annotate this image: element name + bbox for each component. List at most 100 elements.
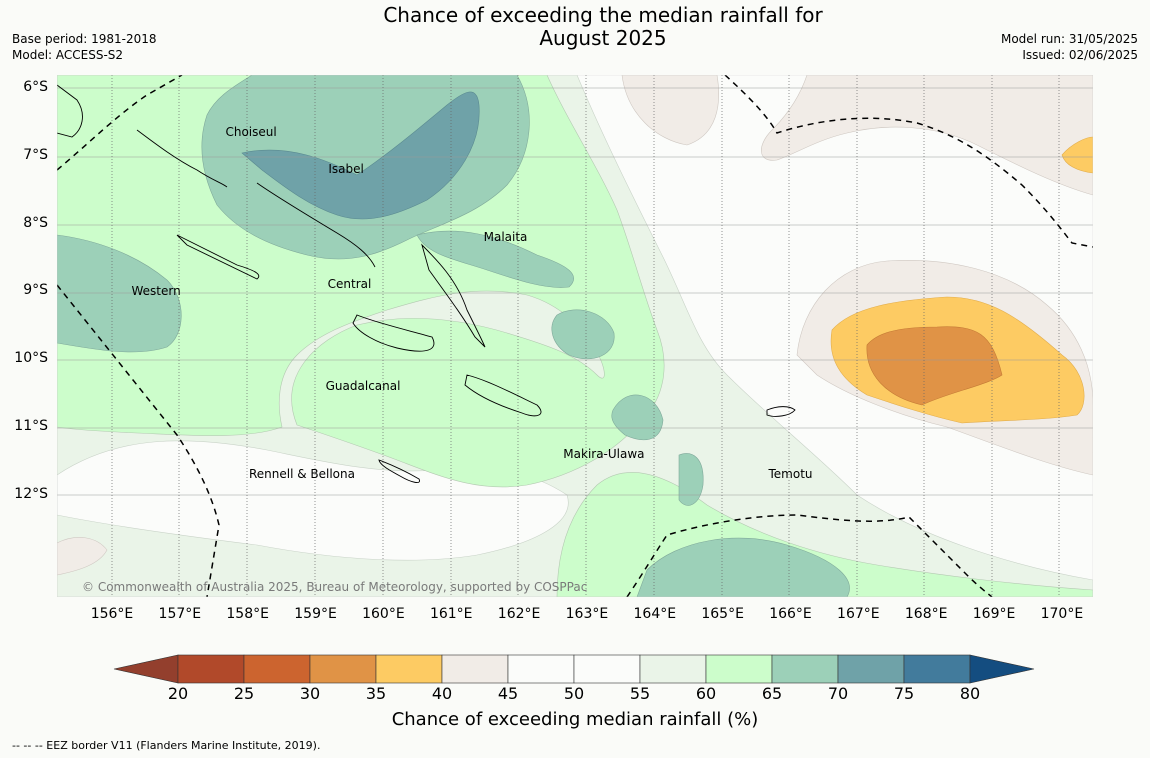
lat-tick-label: 10°S [14, 350, 48, 366]
lon-tick-label: 156°E [90, 606, 134, 622]
eez-south [626, 514, 993, 597]
colorbar-tick-label: 75 [893, 684, 915, 703]
lon-tick-label: 165°E [701, 606, 744, 622]
choiseul-island [136, 129, 228, 188]
colorbar-segment [903, 654, 971, 684]
colorbar [113, 654, 1035, 684]
colorbar-under-arrow [113, 654, 179, 684]
contour-40-45-northeast [761, 75, 1093, 196]
base-period: Base period: 1981-2018 [12, 32, 157, 46]
colorbar-title: Chance of exceeding median rainfall (%) [391, 709, 759, 730]
colorbar-segment [375, 654, 443, 684]
eez-northwest [57, 75, 183, 171]
lon-tick-label: 168°E [904, 606, 948, 622]
rennell-island [378, 459, 420, 483]
credit-text: © Commonwealth of Australia 2025, Bureau… [82, 580, 588, 594]
eez-legend-footer: -- -- -- EEZ border V11 (Flanders Marine… [12, 739, 321, 752]
colorbar-tick-label: 35 [365, 684, 387, 703]
lon-tick-label: 170°E [1040, 606, 1084, 622]
lon-tick-label: 169°E [972, 606, 1016, 622]
contour-70-75 [241, 91, 480, 220]
eez-west [57, 284, 220, 597]
issued-date: Issued: 02/06/2025 [1022, 48, 1138, 62]
rainfall-map [57, 75, 1093, 597]
lon-tick-label: 158°E [226, 606, 269, 622]
colorbar-over-arrow [969, 654, 1035, 684]
makira-island [464, 374, 542, 417]
colorbar-segment [771, 654, 839, 684]
meridians [111, 75, 1060, 597]
colorbar-tick-label: 65 [761, 684, 783, 703]
region-label-guadalcanal: Guadalcanal [325, 379, 401, 394]
region-label-choiseul: Choiseul [225, 125, 277, 140]
guadalcanal-island [352, 314, 435, 352]
lat-tick-label: 9°S [23, 282, 48, 299]
model-run: Model run: 31/05/2025 [1000, 32, 1138, 46]
new-georgia-islands [176, 234, 260, 280]
contour-65-70-blob-c [678, 453, 704, 506]
lon-tick-label: 157°E [158, 606, 202, 622]
eez-north [724, 75, 1093, 248]
lon-tick-label: 161°E [429, 606, 473, 622]
contour-65-70-south [636, 537, 850, 597]
lon-tick-label: 167°E [837, 606, 880, 622]
region-label-malaita: Malaita [483, 230, 528, 245]
lat-tick-label: 11°S [14, 417, 48, 434]
contour-65-70-blob-a [551, 309, 615, 360]
nendo-island [766, 406, 796, 417]
colorbar-tick-label: 55 [629, 684, 651, 703]
lon-tick-label: 159°E [294, 606, 337, 622]
isabel-island [256, 182, 376, 268]
page-title: Chance of exceeding the median rainfall … [0, 4, 1150, 50]
colorbar-segment [639, 654, 707, 684]
colorbar-segment [705, 654, 773, 684]
colorbar-segment [177, 654, 245, 684]
lon-tick-label: 166°E [769, 606, 812, 622]
malaita-island [421, 243, 486, 348]
colorbar-tick-label: 40 [431, 684, 453, 703]
region-label-rennell-bellona: Rennell & Bellona [248, 467, 355, 482]
region-label-makira-ulawa: Makira-Ulawa [563, 446, 645, 461]
colorbar-tick-label: 30 [299, 684, 321, 703]
lon-tick-label: 163°E [565, 606, 609, 622]
coastlines [57, 84, 796, 483]
lat-tick-label: 12°S [14, 485, 48, 502]
colorbar-tick-label: 20 [167, 684, 189, 703]
region-label-western: Western [131, 284, 181, 299]
contour-65-70-malaita [416, 230, 574, 288]
colorbar-tick-label: 50 [563, 684, 585, 703]
colorbar-segment [309, 654, 377, 684]
model-name: Model: ACCESS-S2 [12, 48, 124, 62]
meta-right: Model run: 31/05/2025 Issued: 02/06/2025 [1001, 31, 1138, 63]
colorbar-segment [837, 654, 905, 684]
colorbar-segment [441, 654, 509, 684]
colorbar-segment [243, 654, 311, 684]
region-label-temotu: Temotu [768, 467, 813, 482]
eez-border [57, 75, 1093, 597]
lon-tick-label: 164°E [633, 606, 677, 622]
contour-40-45-east [621, 75, 719, 146]
colorbar-tick-label: 60 [695, 684, 717, 703]
graticule [57, 87, 1093, 496]
bougainville-coast [57, 84, 83, 138]
colorbar-tick-label: 80 [959, 684, 981, 703]
lon-tick-label: 160°E [362, 606, 405, 622]
lat-tick-label: 7°S [23, 146, 48, 163]
contour-40-45-southwest [57, 537, 108, 576]
region-label-central: Central [327, 277, 372, 292]
meta-left: Base period: 1981-2018 Model: ACCESS-S2 [12, 31, 157, 63]
colorbar-tick-label: 70 [827, 684, 849, 703]
title-line-2: August 2025 [539, 26, 667, 50]
colorbar-segment [507, 654, 575, 684]
contour-65-70-blob-b [611, 394, 664, 441]
colorbar-tick-label: 45 [497, 684, 519, 703]
region-label-isabel: Isabel [328, 162, 364, 177]
colorbar-tick-label: 25 [233, 684, 255, 703]
lat-tick-label: 8°S [23, 214, 48, 231]
lat-tick-label: 6°S [23, 79, 48, 95]
contour-35-40-ne [1061, 136, 1093, 174]
lon-tick-label: 162°E [497, 606, 541, 622]
title-line-1: Chance of exceeding the median rainfall … [383, 3, 823, 27]
colorbar-segment [573, 654, 641, 684]
contour-30-35 [866, 326, 1003, 406]
